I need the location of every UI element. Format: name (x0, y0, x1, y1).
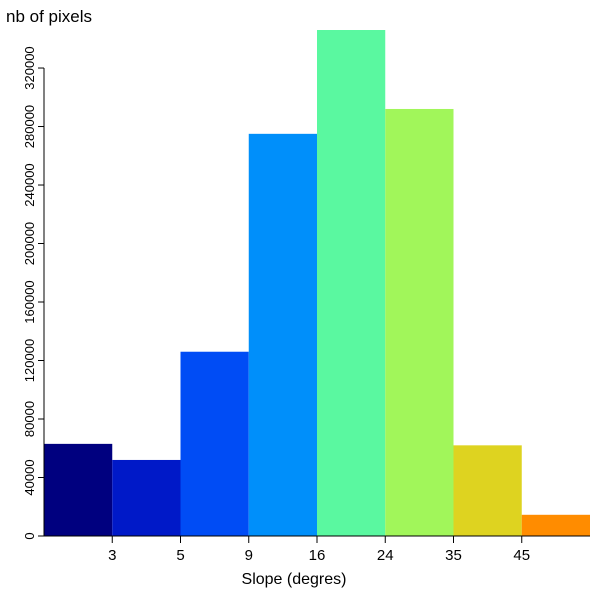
x-tick-label: 35 (445, 547, 462, 564)
x-tick-label: 5 (176, 547, 184, 564)
y-tick-label: 280000 (22, 105, 37, 148)
y-tick-label: 160000 (22, 280, 37, 323)
bar-6 (385, 108, 454, 536)
x-tick-label: 3 (108, 547, 116, 564)
x-axis: 3 5 9 16 24 35 45 (44, 535, 590, 564)
y-tick-label: 0 (22, 532, 37, 539)
bar-1 (44, 443, 113, 536)
y-tick-label: 320000 (22, 46, 37, 89)
x-tick-label: 16 (309, 547, 326, 564)
bar-8 (521, 514, 590, 536)
x-tick-label: 9 (245, 547, 253, 564)
y-tick-label: 80000 (22, 401, 37, 437)
bar-2 (112, 459, 181, 536)
y-tick-label: 120000 (22, 339, 37, 382)
bar-7 (453, 445, 522, 536)
y-axis: 0 40000 80000 120000 160000 200000 240000 28000… (22, 46, 45, 540)
x-axis-label: Slope (degres) (242, 571, 347, 588)
bar-5 (317, 30, 386, 536)
y-axis-label: nb of pixels (6, 7, 92, 26)
bar-3 (180, 351, 249, 536)
bar-4 (248, 133, 317, 536)
x-tick-label: 45 (513, 547, 530, 564)
y-tick-label: 200000 (22, 222, 37, 265)
y-tick-label: 240000 (22, 163, 37, 206)
bars-group (44, 30, 590, 536)
x-tick-label: 24 (377, 547, 394, 564)
y-tick-label: 40000 (22, 459, 37, 495)
